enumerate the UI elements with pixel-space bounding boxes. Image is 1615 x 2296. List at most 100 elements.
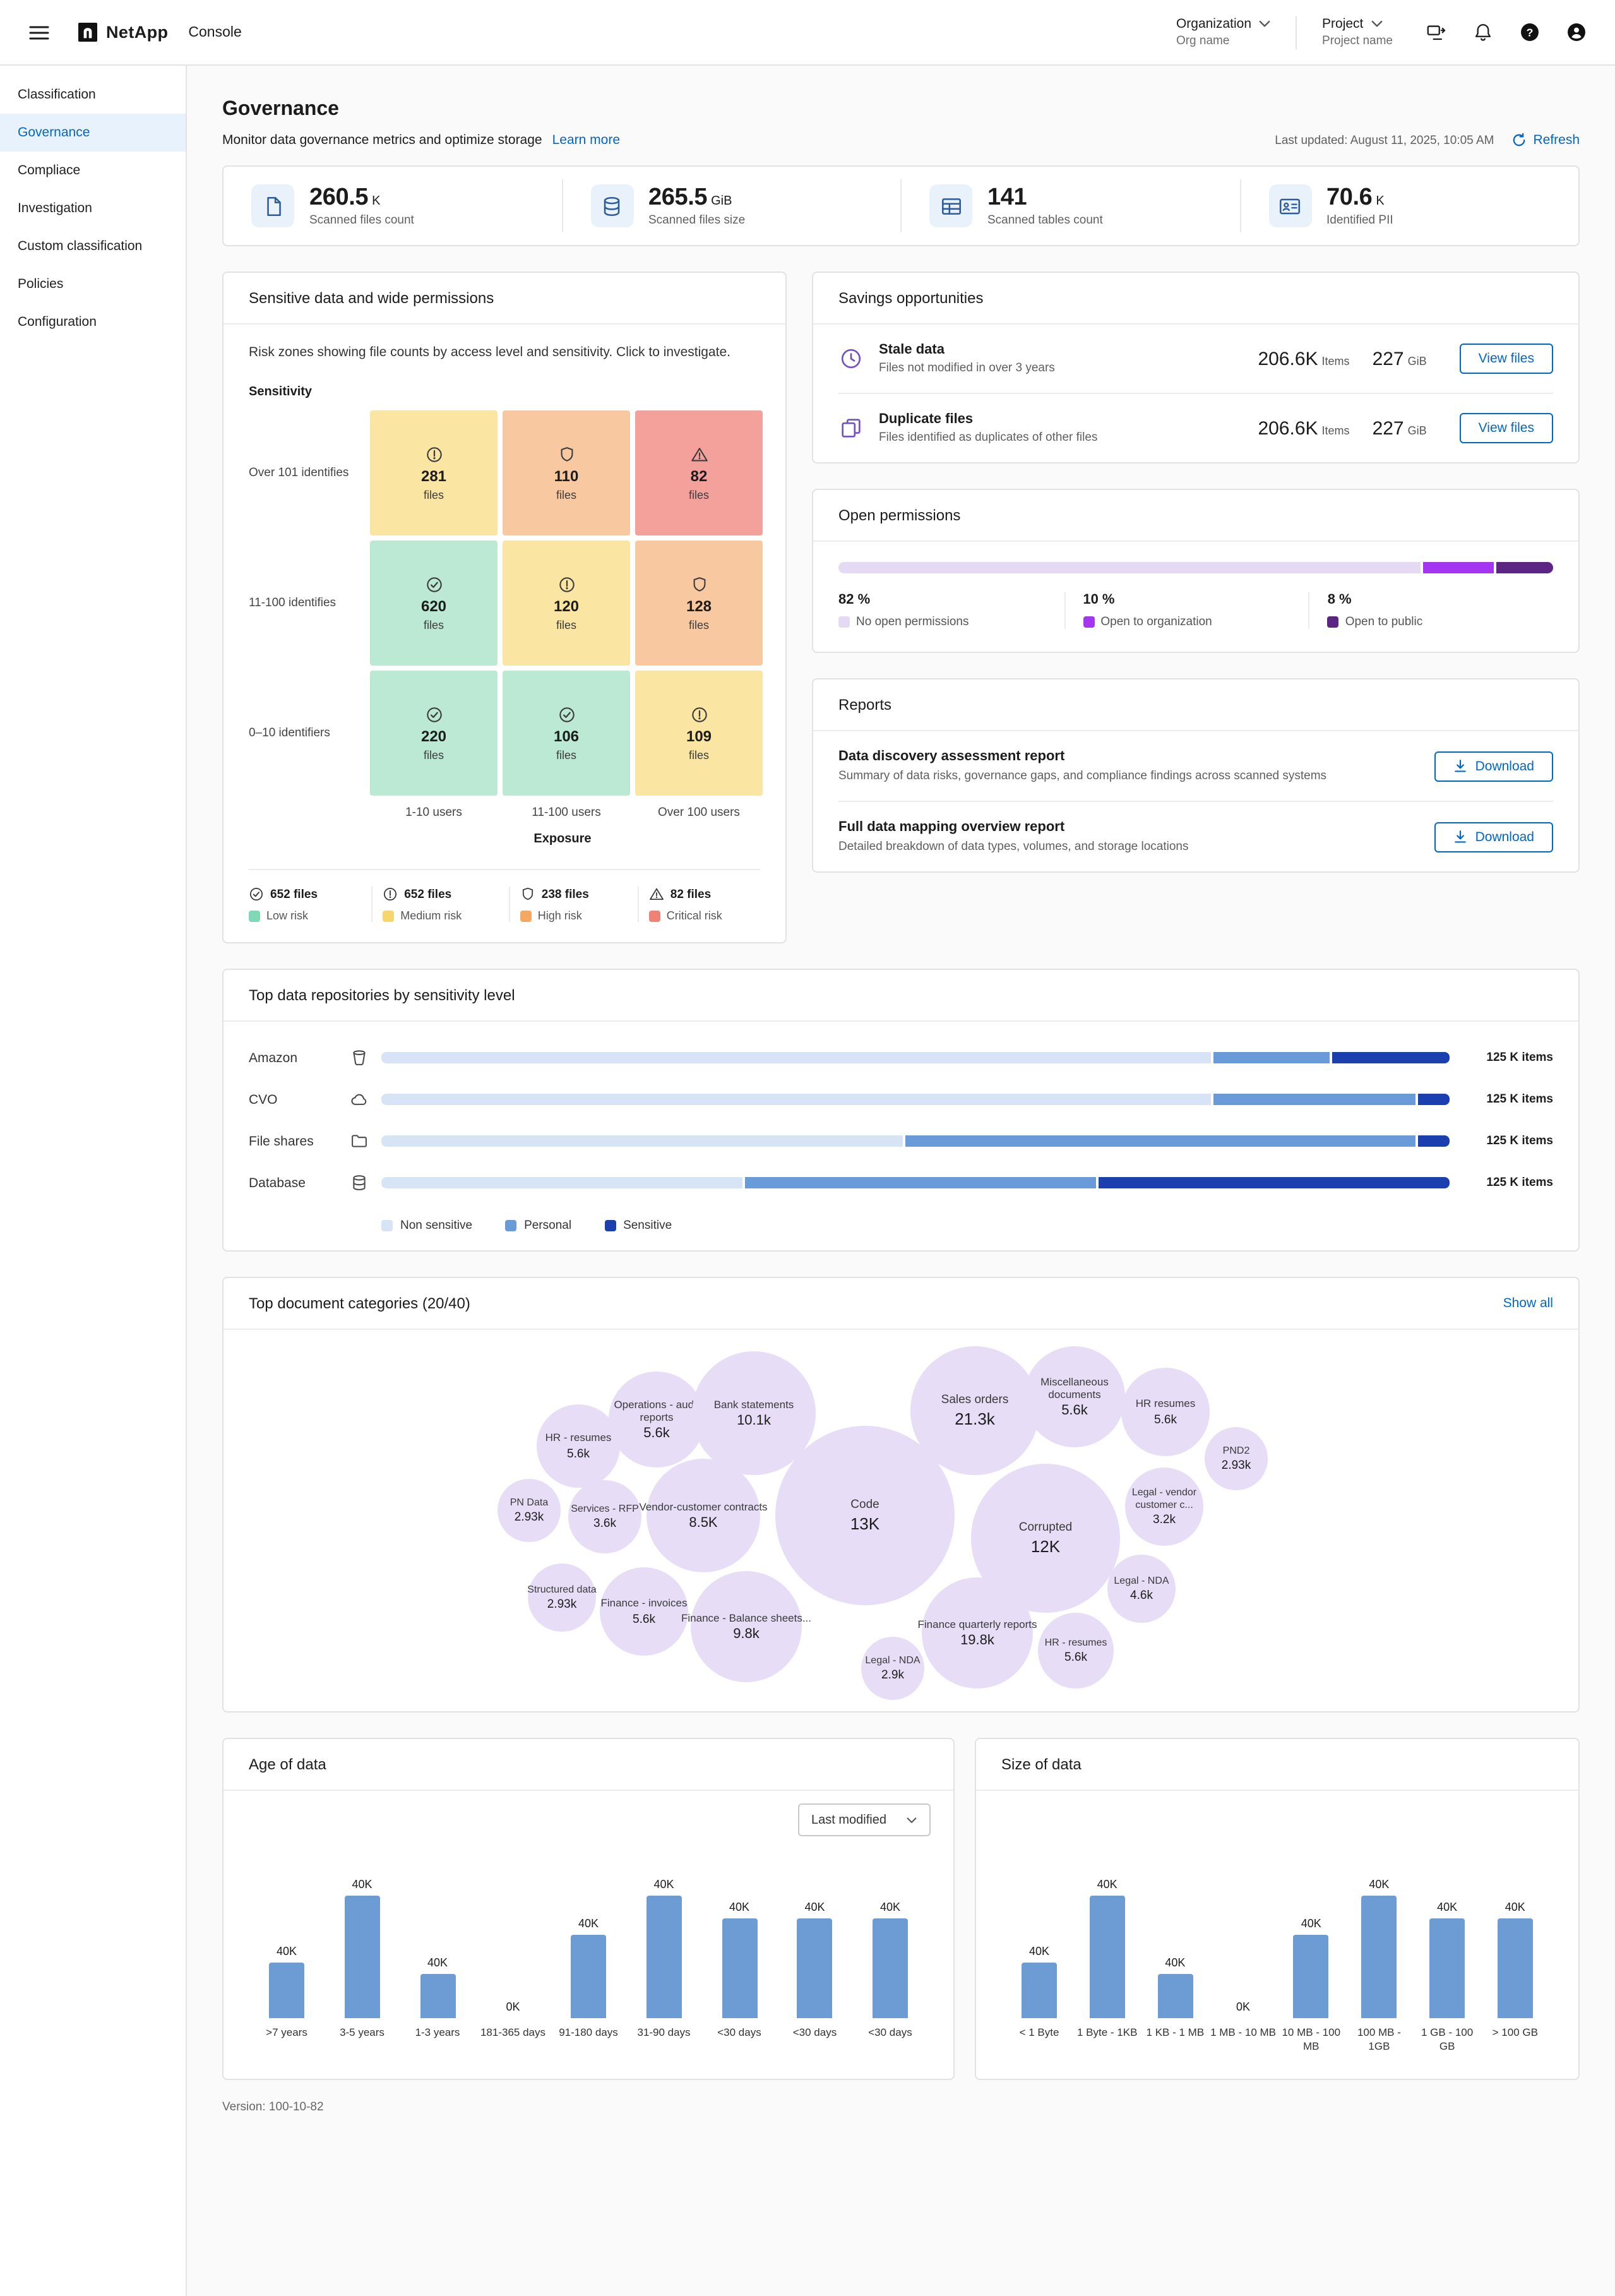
sidebar-item-governance[interactable]: Governance bbox=[0, 114, 186, 152]
repository-bar-segment-non-sensitive bbox=[381, 1094, 1211, 1105]
risk-cell[interactable]: 106 files bbox=[503, 671, 630, 796]
show-all-link[interactable]: Show all bbox=[1503, 1296, 1553, 1311]
category-bubble-finance-quarterly-reports[interactable]: Finance quarterly reports 19.8k bbox=[918, 1577, 1037, 1689]
view-files-button[interactable]: View files bbox=[1459, 413, 1553, 443]
risk-cell-files-label: files bbox=[556, 488, 576, 501]
bar-category-label: < 1 Byte bbox=[1019, 2026, 1059, 2038]
risk-cell-files-label: files bbox=[423, 748, 444, 761]
bubble-label: HR - resumes bbox=[545, 1431, 612, 1444]
category-bubble-vendor-customer-contracts[interactable]: Vendor-customer contracts 8.5K bbox=[639, 1459, 768, 1572]
main-content: Governance Monitor data governance metri… bbox=[187, 66, 1615, 2296]
risk-cell[interactable]: 128 files bbox=[635, 541, 763, 666]
repository-row-amazon: Amazon 125 K items bbox=[249, 1037, 1553, 1079]
category-bubble-hr-resumes[interactable]: HR resumes 5.6k bbox=[1121, 1368, 1210, 1456]
refresh-button[interactable]: Refresh bbox=[1511, 133, 1580, 148]
risk-cell[interactable]: 110 files bbox=[503, 410, 630, 535]
category-bubble-legal-nda[interactable]: Legal - NDA 2.9k bbox=[861, 1637, 924, 1700]
connector-icon[interactable] bbox=[1426, 21, 1447, 43]
sidebar-item-configuration[interactable]: Configuration bbox=[18, 314, 97, 330]
size-count-unit: GiB bbox=[1407, 424, 1427, 436]
category-bubble-operations-audit-reports[interactable]: Operations - audit reports 5.6k bbox=[609, 1372, 705, 1468]
risk-cell-count: 220 bbox=[420, 727, 447, 744]
bar-value-label: 40K bbox=[352, 1878, 372, 1891]
risk-cell[interactable]: 120 files bbox=[503, 541, 630, 666]
category-bubble-miscellaneous-documents[interactable]: Miscellaneous documents 5.6k bbox=[1024, 1346, 1125, 1447]
age-bar-chart: 40K >7 years 40K 3-5 years 40K 1-3 years 0K 181… bbox=[246, 1849, 931, 2066]
risk-cell[interactable]: 220 files bbox=[370, 671, 498, 796]
category-bubble-bank-statements[interactable]: Bank statements 10.1k bbox=[692, 1351, 816, 1475]
items-count-unit: Items bbox=[1321, 354, 1350, 367]
bar bbox=[873, 1918, 908, 2018]
bar-category-label: 1 KB - 1 MB bbox=[1146, 2026, 1205, 2038]
bar-value-label: 40K bbox=[729, 1901, 749, 1913]
metric-label: Scanned files count bbox=[309, 213, 414, 227]
savings-text: Stale data Files not modified in over 3 y… bbox=[879, 342, 1243, 375]
report-row-full-data-mapping-overview-report: Full data mapping overview report Detaile… bbox=[838, 801, 1553, 871]
bubble-value: 21.3k bbox=[955, 1409, 995, 1429]
sidebar-item-investigation[interactable]: Investigation bbox=[18, 201, 92, 216]
sidebar-item-custom-classification[interactable]: Custom classification bbox=[18, 239, 143, 254]
chevron-down-icon bbox=[907, 1817, 917, 1823]
category-bubble-pnd2[interactable]: PND2 2.93k bbox=[1205, 1427, 1268, 1490]
repository-row-file-shares: File shares 125 K items bbox=[249, 1120, 1553, 1162]
category-bubble-pn-data[interactable]: PN Data 2.93k bbox=[498, 1479, 561, 1542]
bucket-icon bbox=[350, 1048, 369, 1067]
category-bubble-hr-resumes[interactable]: HR - resumes 5.6k bbox=[537, 1404, 620, 1488]
project-selector[interactable]: Project Project name bbox=[1322, 16, 1393, 48]
category-bubble-services-rfp[interactable]: Services - RFP 3.6k bbox=[568, 1480, 641, 1553]
category-bubble-sales-orders[interactable]: Sales orders 21.3k bbox=[910, 1346, 1039, 1475]
category-bubble-finance-balance-sheets[interactable]: Finance - Balance sheets... 9.8k bbox=[681, 1571, 811, 1682]
bubble-label: Finance quarterly reports bbox=[917, 1617, 1037, 1630]
metric-number: 265.5 bbox=[648, 184, 708, 211]
risk-description: Risk zones showing file counts by access… bbox=[249, 345, 730, 360]
folder-icon bbox=[350, 1132, 369, 1151]
bubble-label: Vendor-customer contracts bbox=[639, 1500, 768, 1513]
view-files-button[interactable]: View files bbox=[1459, 344, 1553, 374]
metric-unit: GiB bbox=[711, 194, 732, 208]
category-bubble-code[interactable]: Code 13K bbox=[775, 1426, 955, 1605]
legend-color-swatch bbox=[838, 616, 850, 628]
menu-icon[interactable] bbox=[28, 21, 51, 44]
bar-category-label: <30 days bbox=[868, 2026, 912, 2038]
risk-cell[interactable]: 109 files bbox=[635, 671, 763, 796]
risk-legend-count: 652 files bbox=[404, 887, 452, 901]
permissions-label-row: No open permissions bbox=[838, 615, 1064, 629]
category-bubble-finance-invoices[interactable]: Finance - invoices 5.6k bbox=[600, 1567, 688, 1656]
savings-row-stale-data: Stale data Files not modified in over 3 y… bbox=[838, 325, 1553, 393]
learn-more-link[interactable]: Learn more bbox=[552, 133, 621, 148]
risk-legend-label-row: Medium risk bbox=[383, 909, 499, 922]
risk-cell[interactable]: 82 files bbox=[635, 410, 763, 535]
category-bubble-legal-nda[interactable]: Legal - NDA 4.6k bbox=[1107, 1555, 1176, 1623]
organization-selector[interactable]: Organization Org name bbox=[1176, 16, 1270, 48]
sidebar-item-classification[interactable]: Classification bbox=[18, 87, 96, 102]
download-icon bbox=[1454, 759, 1468, 773]
savings-row-title: Duplicate files bbox=[879, 412, 974, 427]
risk-cell-count: 109 bbox=[686, 727, 712, 744]
risk-legend: 652 files Low risk 652 files Medium risk 238… bbox=[249, 869, 760, 922]
sidebar-item-compliace[interactable]: Compliace bbox=[18, 163, 81, 178]
account-icon[interactable] bbox=[1566, 21, 1587, 43]
chevron-down-icon bbox=[1371, 20, 1382, 28]
category-bubble-legal-vendor-customer-c[interactable]: Legal - vendor customer c... 3.2k bbox=[1125, 1468, 1203, 1546]
savings-card-title: Savings opportunities bbox=[838, 289, 984, 307]
repository-name: Amazon bbox=[249, 1050, 298, 1065]
bell-icon[interactable] bbox=[1472, 21, 1494, 43]
metric-scanned-tables-count: 141 Scanned tables count bbox=[900, 179, 1239, 232]
info-icon bbox=[425, 445, 443, 463]
check-icon bbox=[425, 705, 443, 723]
top-bar: NetApp Console Organization Org name Pro… bbox=[0, 0, 1615, 66]
category-bubble-hr-resumes[interactable]: HR - resumes 5.6k bbox=[1038, 1613, 1114, 1689]
legend-color-swatch bbox=[648, 910, 660, 921]
sidebar-item-policies[interactable]: Policies bbox=[18, 277, 64, 292]
risk-cell[interactable]: 281 files bbox=[370, 410, 498, 535]
info-icon bbox=[383, 887, 398, 902]
risk-cell[interactable]: 620 files bbox=[370, 541, 498, 666]
category-bubble-structured-data[interactable]: Structured data 2.93k bbox=[527, 1564, 597, 1632]
bar-column-30-days: 40K <30 days bbox=[857, 1849, 923, 2066]
last-modified-select[interactable]: Last modified bbox=[797, 1803, 931, 1836]
bar bbox=[1089, 1896, 1125, 2018]
download-button[interactable]: Download bbox=[1434, 751, 1553, 781]
repository-bar-segment-sensitive bbox=[1332, 1052, 1450, 1063]
help-icon[interactable]: ? bbox=[1519, 21, 1541, 43]
download-button[interactable]: Download bbox=[1434, 822, 1553, 852]
